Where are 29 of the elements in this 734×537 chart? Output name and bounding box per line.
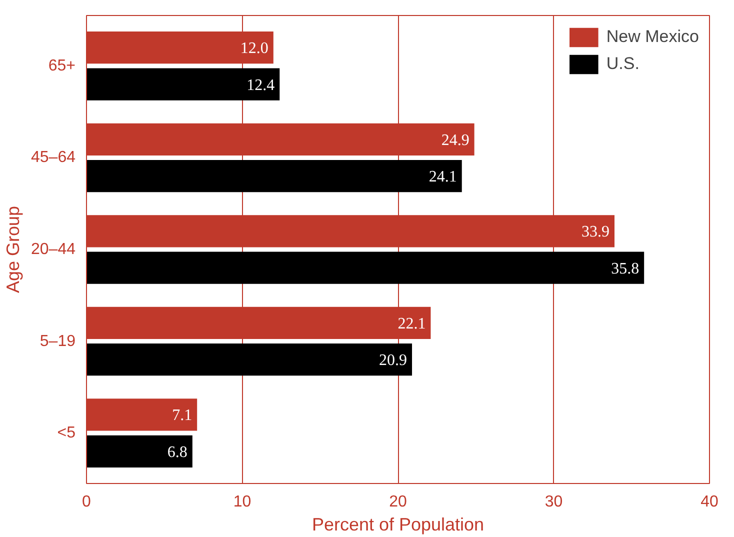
data-label: 22.1 [398,315,426,332]
bar [86,344,412,376]
bar [86,252,644,284]
x-tick-label: 30 [544,494,563,510]
y-tick-label: <5 [57,424,76,442]
data-label: 12.0 [240,40,268,58]
legend-label: New Mexico [606,27,699,47]
x-tick-label: 20 [389,494,407,510]
data-label: 6.8 [167,444,188,461]
data-label: 20.9 [379,352,408,370]
data-label: 7.1 [172,407,192,424]
bar [86,435,192,468]
y-tick-label: 65+ [48,57,76,74]
data-label: 12.4 [246,76,275,94]
x-axis-title: Percent of Population [312,514,484,534]
y-tick-label: 5–19 [40,332,76,350]
bar [86,68,280,100]
y-tick-label: 20–44 [31,241,76,258]
y-tick-label: 45–64 [31,149,76,166]
data-label: 24.1 [428,168,457,186]
bar [86,160,462,192]
y-axis-title: Age Group [3,206,24,294]
legend-label: U.S. [606,54,640,74]
x-tick-label: 10 [233,494,252,510]
x-tick-label: 0 [82,494,92,510]
data-label: 24.9 [441,132,470,149]
data-label: 35.8 [611,260,640,278]
x-tick-label: 40 [700,494,718,510]
data-label: 33.9 [581,224,610,241]
